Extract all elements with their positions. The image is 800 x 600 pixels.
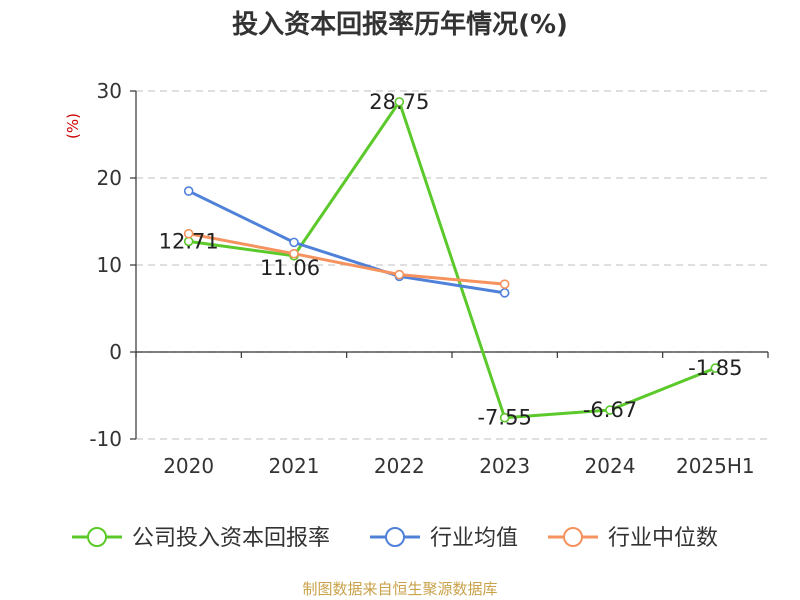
legend-label: 行业中位数 [608,526,718,551]
x-tick-label: 2020 [163,454,214,478]
axes: 30 20 10 0 -10 2020 2021 2022 2023 2024 2025H1 [89,79,769,478]
y-axis-unit: (%) [64,113,82,139]
x-tick-label: 2024 [585,454,636,478]
x-tick-label: 2025H1 [676,454,755,478]
data-label: -1.85 [688,356,742,380]
data-label: 28.75 [369,90,429,114]
data-labels: 12.71 11.06 28.75 -7.55 -6.67 -1.85 [159,90,743,430]
series-point-1 [183,186,194,196]
legend-marker [385,527,405,547]
legend-label: 公司投入资本回报率 [132,526,330,551]
series-point-0 [605,405,615,415]
x-tick-label: 2023 [479,454,530,478]
series-point-2 [499,279,510,289]
data-label: -6.67 [583,398,637,422]
data-label: -7.55 [477,406,531,430]
legend-marker [87,527,107,547]
series-point-1 [289,237,299,248]
series-point-0 [710,363,721,373]
y-tick-label: 10 [97,253,122,277]
series-layer [183,97,721,423]
series-point-0 [394,97,405,107]
legend-marker [563,527,583,547]
legend-label: 行业均值 [430,526,518,551]
series-line-1 [188,189,505,295]
series-line-0 [188,100,716,420]
chart-title: 投入资本回报率历年情况(%) [232,9,568,40]
data-label: 12.71 [159,229,219,253]
series-point-2 [394,269,405,280]
series-point-1 [499,288,510,298]
series-point-2 [289,248,299,259]
y-tick-label: 20 [97,166,122,190]
legend: 公司投入资本回报率 行业均值 行业中位数 [72,526,718,551]
x-tick-label: 2021 [269,454,320,478]
y-tick-label: -10 [89,427,122,451]
series-point-2 [183,228,194,239]
source-note: 制图数据来自恒生聚源数据库 [302,580,497,598]
y-tick-label: 30 [97,79,122,103]
y-tick-label: 0 [109,340,122,364]
series-line-2 [188,232,505,286]
grid-lines [136,90,768,440]
series-point-0 [499,412,510,423]
x-tick-label: 2022 [374,454,425,478]
data-label: 11.06 [260,256,320,280]
